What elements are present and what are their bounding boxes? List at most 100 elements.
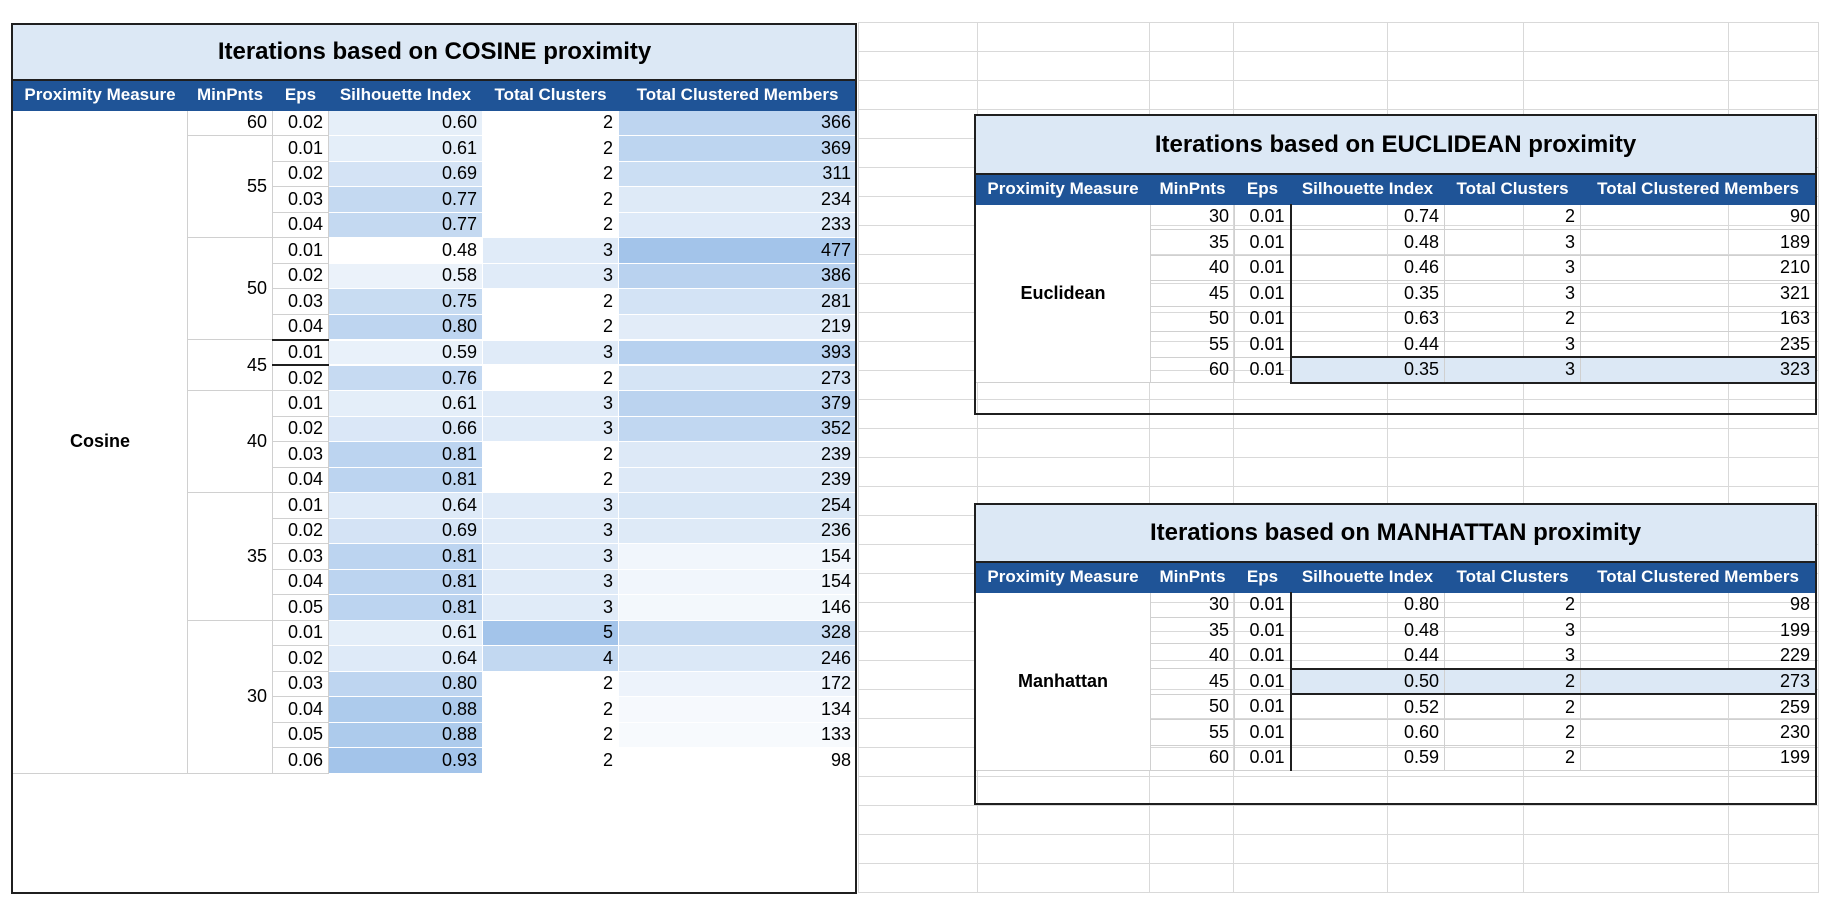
- grid-cell[interactable]: [858, 805, 978, 835]
- grid-cell[interactable]: [1233, 22, 1388, 52]
- grid-cell[interactable]: [858, 631, 978, 661]
- grid-cell[interactable]: [977, 428, 1150, 458]
- grid-cell[interactable]: [1149, 834, 1234, 864]
- grid-cell[interactable]: [1387, 805, 1524, 835]
- grid-cell[interactable]: [858, 573, 978, 603]
- grid-cell[interactable]: [1149, 399, 1234, 429]
- grid-cell[interactable]: [1728, 805, 1819, 835]
- grid-cell[interactable]: [1387, 399, 1524, 429]
- grid-cell[interactable]: [1387, 80, 1524, 110]
- grid-cell[interactable]: [1728, 428, 1819, 458]
- grid-cell[interactable]: [1149, 457, 1234, 487]
- grid-cell[interactable]: [1523, 863, 1729, 893]
- grid-cell[interactable]: [1728, 399, 1819, 429]
- grid-cell[interactable]: [1523, 22, 1729, 52]
- total-clusters-cell: 3: [482, 390, 619, 417]
- grid-cell[interactable]: [977, 776, 1150, 806]
- grid-cell[interactable]: [858, 312, 978, 342]
- grid-cell[interactable]: [977, 80, 1150, 110]
- minpnts-cell: 55: [187, 135, 273, 238]
- grid-cell[interactable]: [977, 399, 1150, 429]
- grid-cell[interactable]: [858, 747, 978, 777]
- grid-cell[interactable]: [1387, 22, 1524, 52]
- grid-cell[interactable]: [1149, 776, 1234, 806]
- grid-cell[interactable]: [858, 834, 978, 864]
- grid-cell[interactable]: [1728, 834, 1819, 864]
- grid-cell[interactable]: [858, 544, 978, 574]
- grid-cell[interactable]: [1523, 428, 1729, 458]
- grid-cell[interactable]: [1387, 776, 1524, 806]
- grid-cell[interactable]: [858, 167, 978, 197]
- grid-cell[interactable]: [858, 109, 978, 139]
- grid-cell[interactable]: [1523, 776, 1729, 806]
- grid-cell[interactable]: [1233, 863, 1388, 893]
- grid-cell[interactable]: [1233, 399, 1388, 429]
- grid-cell[interactable]: [1523, 834, 1729, 864]
- grid-cell[interactable]: [977, 834, 1150, 864]
- grid-cell[interactable]: [858, 689, 978, 719]
- proximity-measure-cell: Cosine: [12, 109, 188, 774]
- grid-cell[interactable]: [1387, 863, 1524, 893]
- grid-cell[interactable]: [858, 718, 978, 748]
- grid-cell[interactable]: [858, 399, 978, 429]
- grid-cell[interactable]: [1523, 80, 1729, 110]
- grid-cell[interactable]: [858, 602, 978, 632]
- silhouette-index-cell: 0.60: [1290, 719, 1445, 746]
- grid-cell[interactable]: [858, 341, 978, 371]
- silhouette-index-cell: 0.59: [328, 338, 483, 366]
- grid-cell[interactable]: [858, 457, 978, 487]
- total-clustered-members-cell: 366: [617, 109, 858, 136]
- grid-cell[interactable]: [1233, 51, 1388, 81]
- grid-cell[interactable]: [858, 660, 978, 690]
- total-clusters-cell: 5: [482, 619, 619, 646]
- grid-cell[interactable]: [977, 22, 1150, 52]
- grid-cell[interactable]: [858, 370, 978, 400]
- grid-cell[interactable]: [1728, 863, 1819, 893]
- grid-cell[interactable]: [1149, 863, 1234, 893]
- grid-cell[interactable]: [1387, 51, 1524, 81]
- grid-cell[interactable]: [858, 776, 978, 806]
- grid-cell[interactable]: [1149, 805, 1234, 835]
- grid-cell[interactable]: [1233, 457, 1388, 487]
- grid-cell[interactable]: [977, 51, 1150, 81]
- grid-cell[interactable]: [858, 138, 978, 168]
- grid-cell[interactable]: [1387, 428, 1524, 458]
- grid-cell[interactable]: [1149, 22, 1234, 52]
- grid-cell[interactable]: [1233, 80, 1388, 110]
- grid-cell[interactable]: [1233, 776, 1388, 806]
- grid-cell[interactable]: [858, 196, 978, 226]
- grid-cell[interactable]: [1233, 834, 1388, 864]
- grid-cell[interactable]: [858, 428, 978, 458]
- grid-cell[interactable]: [1523, 805, 1729, 835]
- grid-cell[interactable]: [1233, 805, 1388, 835]
- grid-cell[interactable]: [1728, 776, 1819, 806]
- grid-cell[interactable]: [1728, 457, 1819, 487]
- grid-cell[interactable]: [1387, 457, 1524, 487]
- grid-cell[interactable]: [1728, 22, 1819, 52]
- grid-cell[interactable]: [1728, 51, 1819, 81]
- minpnts-cell: 30: [187, 619, 273, 774]
- grid-cell[interactable]: [1523, 399, 1729, 429]
- grid-cell[interactable]: [977, 805, 1150, 835]
- grid-cell[interactable]: [1728, 80, 1819, 110]
- grid-cell[interactable]: [1149, 428, 1234, 458]
- grid-cell[interactable]: [858, 863, 978, 893]
- grid-cell[interactable]: [858, 254, 978, 284]
- total-clusters-cell: 3: [482, 262, 619, 289]
- grid-cell[interactable]: [858, 225, 978, 255]
- grid-cell[interactable]: [858, 80, 978, 110]
- grid-cell[interactable]: [1387, 834, 1524, 864]
- grid-cell[interactable]: [1149, 80, 1234, 110]
- grid-cell[interactable]: [858, 51, 978, 81]
- silhouette-index-cell: 0.81: [328, 594, 483, 621]
- grid-cell[interactable]: [858, 283, 978, 313]
- grid-cell[interactable]: [1149, 51, 1234, 81]
- grid-cell[interactable]: [858, 22, 978, 52]
- grid-cell[interactable]: [1233, 428, 1388, 458]
- grid-cell[interactable]: [1523, 457, 1729, 487]
- grid-cell[interactable]: [977, 863, 1150, 893]
- grid-cell[interactable]: [858, 486, 978, 516]
- grid-cell[interactable]: [858, 515, 978, 545]
- grid-cell[interactable]: [1523, 51, 1729, 81]
- grid-cell[interactable]: [977, 457, 1150, 487]
